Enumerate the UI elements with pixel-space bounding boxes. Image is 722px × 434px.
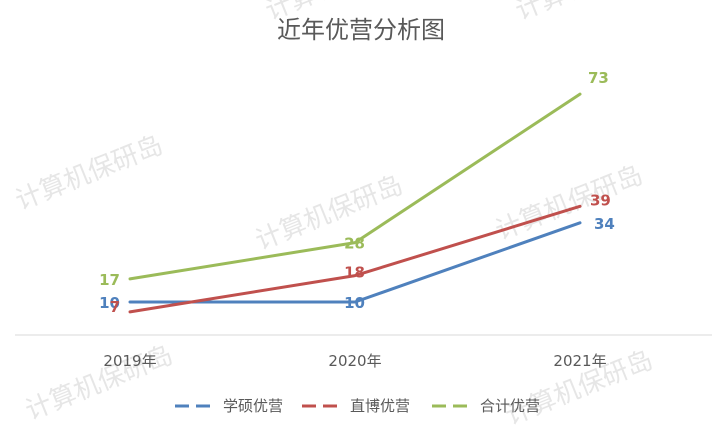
data-label: 39 [590,191,611,209]
legend-label: 直博优营 [350,397,410,415]
series-line [128,92,582,281]
series-line [128,204,582,314]
series-line [128,221,582,304]
legend: 学硕优营 直博优营 合计优营 [175,397,540,415]
series-lines [128,92,582,314]
watermark-text: 计算机保研岛 [511,0,667,26]
x-tick-label: 2019年 [103,352,156,370]
data-label: 17 [99,271,120,289]
x-tick-label: 2021年 [553,352,606,370]
watermark-text: 计算机保研岛 [251,170,407,256]
data-label: 10 [344,294,365,312]
x-tick-label: 2020年 [328,352,381,370]
chart-title: 近年优营分析图 [277,16,445,44]
data-label: 7 [110,298,120,316]
data-label: 10 [99,294,120,312]
watermark-text: 计算机保研岛 [491,160,647,246]
legend-label: 学硕优营 [223,397,283,415]
data-label: 34 [594,215,615,233]
watermark-text: 计算机保研岛 [11,130,167,216]
data-label: 73 [588,69,609,87]
legend-label: 合计优营 [480,397,540,415]
data-label: 18 [344,264,365,282]
data-label: 28 [344,235,365,253]
data-labels: 10 10 34 7 18 39 17 28 73 [99,69,615,316]
x-axis-ticks: 2019年 2020年 2021年 [103,352,606,370]
